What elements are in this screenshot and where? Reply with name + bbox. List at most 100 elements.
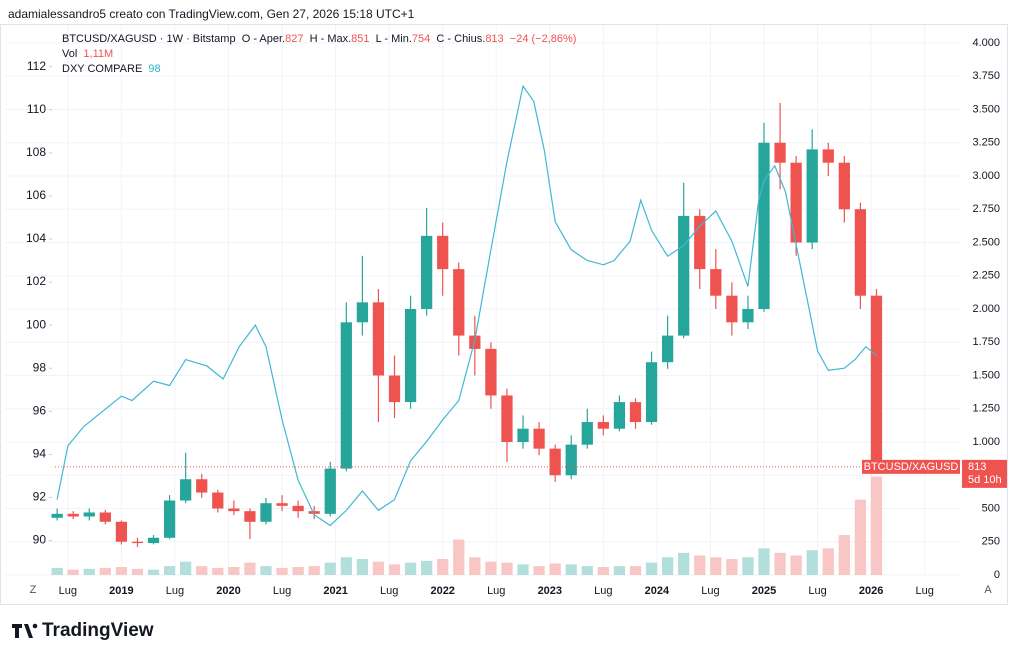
- x-tick-label: Lug: [273, 585, 291, 597]
- ohlc-label: H - Max.: [309, 33, 352, 45]
- volume-bar: [822, 548, 834, 575]
- y-tick-label: 104: [26, 231, 46, 245]
- symbol-legend: BTCUSD/XAGUSD · 1W · Bitstamp O - Aper.8…: [62, 33, 576, 45]
- candle-body: [661, 335, 674, 363]
- volume-bar: [372, 561, 385, 575]
- y2-tick-label: 3.500: [972, 103, 1000, 115]
- x-tick-label: 2025: [752, 585, 776, 597]
- y2-tick-label: 3.750: [972, 70, 1000, 82]
- volume-bar: [854, 499, 867, 575]
- candle-body: [372, 302, 385, 376]
- candle-body: [774, 142, 786, 163]
- volume-bar: [870, 476, 883, 575]
- volume-bar: [485, 561, 497, 575]
- x-tick-label: Lug: [59, 585, 77, 597]
- candle-body: [549, 448, 561, 476]
- candle-body: [292, 505, 304, 512]
- candle-body: [710, 269, 722, 296]
- y2-tick-label: 1.750: [972, 336, 1000, 348]
- volume-bar: [356, 559, 369, 575]
- volume-bar: [99, 567, 111, 575]
- volume-bar: [838, 535, 850, 575]
- pane-frame: [0, 24, 1008, 605]
- watermark: adamialessandro5 creato con TradingView.…: [8, 7, 415, 21]
- y2-tick-label: 2.500: [972, 236, 1000, 248]
- candle-body: [67, 513, 79, 517]
- candle-body: [726, 295, 738, 323]
- candle-body: [437, 235, 449, 270]
- ohlc-label: O - Aper.: [241, 33, 286, 45]
- ohlc-value: 827: [285, 33, 304, 45]
- volume-bar: [180, 561, 192, 575]
- ohlc-value: 851: [351, 33, 370, 45]
- y2-tick-label: 1.250: [972, 403, 1000, 415]
- y2-tick-label: 0: [994, 569, 1000, 581]
- volume-bar: [83, 568, 95, 575]
- y-tick-label: 100: [26, 317, 46, 331]
- volume-bar: [661, 557, 674, 575]
- volume-bar: [421, 560, 433, 575]
- volume-bar: [613, 566, 626, 575]
- candle-body: [501, 395, 513, 442]
- y2-tick-label: 250: [982, 536, 1000, 548]
- symbol-title: BTCUSD/XAGUSD · 1W · Bitstamp: [62, 33, 236, 45]
- y2-tick-label: 2.750: [972, 203, 1000, 215]
- volume-bar: [115, 567, 128, 575]
- volume-bar: [694, 555, 706, 575]
- x-tick-label: Lug: [594, 585, 612, 597]
- volume-bar: [517, 564, 529, 575]
- x-tick-label: 2019: [109, 585, 133, 597]
- x-tick-label: Lug: [701, 585, 719, 597]
- volume-bar: [212, 567, 224, 575]
- candle-body: [694, 215, 706, 270]
- brand-logo: [12, 623, 38, 638]
- volume-bar: [404, 562, 417, 575]
- auto-scale-button[interactable]: A: [984, 584, 992, 596]
- candle-body: [180, 479, 192, 501]
- candle-body: [838, 162, 850, 210]
- candle-body: [645, 362, 658, 423]
- compare-legend: DXY COMPARE 98: [62, 63, 161, 75]
- volume-bar: [469, 557, 481, 575]
- price-tag-countdown: 5d 10h: [968, 474, 1002, 486]
- candle-body: [131, 541, 144, 544]
- candle-body: [115, 521, 128, 542]
- volume-bar: [67, 569, 79, 575]
- volume-bar: [549, 563, 561, 575]
- symbol-tag: [862, 459, 960, 474]
- candle-body: [147, 537, 160, 544]
- candle-body: [581, 422, 593, 445]
- candle-body: [212, 492, 224, 509]
- volume-bar: [726, 559, 738, 575]
- x-tick-label: 2020: [216, 585, 240, 597]
- candle-body: [163, 500, 176, 538]
- y-tick-label: 96: [33, 403, 47, 417]
- candle-body: [340, 322, 352, 469]
- candle-body: [51, 513, 63, 518]
- volume-bar: [758, 548, 770, 575]
- candle-body: [533, 428, 545, 449]
- candle-body: [228, 508, 240, 512]
- volume-bar: [629, 566, 642, 575]
- volume-bar: [228, 567, 240, 575]
- volume-bar: [340, 557, 352, 575]
- volume-bar: [276, 567, 288, 575]
- x-tick-label: 2022: [430, 585, 454, 597]
- ohlc-value: 813: [485, 33, 504, 45]
- y2-tick-label: 3.000: [972, 170, 1000, 182]
- volume-bar: [453, 539, 465, 575]
- zoom-button[interactable]: Z: [29, 584, 37, 596]
- volume-bar: [260, 566, 272, 575]
- volume-legend: Vol 1,11M: [62, 48, 113, 60]
- candle-body: [742, 309, 754, 323]
- candle-body: [244, 511, 256, 522]
- candle-body: [260, 503, 272, 522]
- candle-body: [565, 444, 577, 476]
- y-tick-label: 110: [27, 102, 46, 116]
- candle-body: [806, 149, 818, 243]
- volume-bar: [437, 559, 449, 575]
- candle-body: [485, 348, 497, 396]
- volume-bar: [774, 552, 786, 575]
